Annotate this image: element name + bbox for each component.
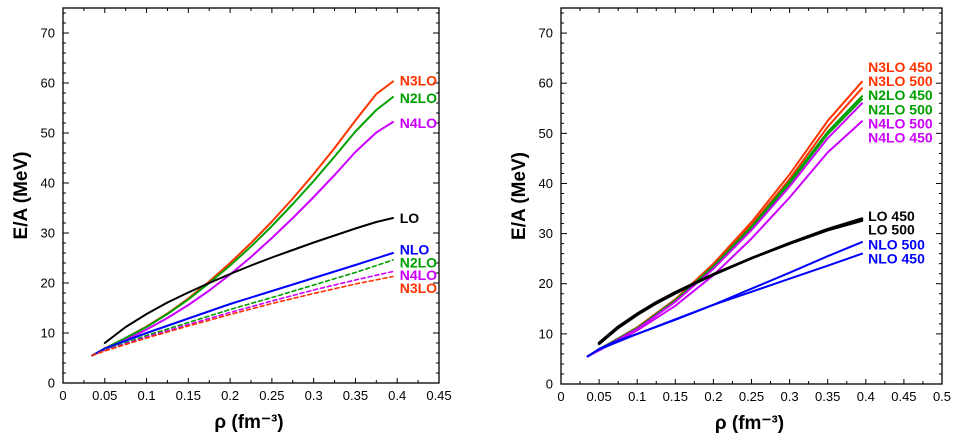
series-label: N3LO 500 <box>868 73 933 89</box>
plot-frame <box>560 7 943 385</box>
x-tick-label: 0 <box>59 388 66 403</box>
x-tick-label: 0.1 <box>628 389 646 404</box>
series-label: N4LO 500 <box>868 115 933 131</box>
series-line-n2lo <box>91 259 394 357</box>
series-label: N3LO 450 <box>868 59 933 75</box>
y-tick-label: 30 <box>41 226 55 241</box>
y-tick-label: 60 <box>539 76 553 91</box>
series-label: N4LO <box>400 267 437 283</box>
y-tick-label: 60 <box>41 76 55 91</box>
x-tick-label: 0.45 <box>891 389 916 404</box>
x-tick-label: 0.45 <box>426 388 451 403</box>
x-tick-label: 0.3 <box>305 388 323 403</box>
series-label: N2LO <box>400 255 437 271</box>
x-tick-label: 0.15 <box>176 388 201 403</box>
chart-panel-right: 0 0.05 0.1 0.15 0.2 0.25 0.3 0.35 0.4 0.45 0.5 0 10 2… <box>509 7 951 434</box>
series-label: N4LO <box>400 115 437 131</box>
series-label: LO 500 <box>868 222 915 238</box>
y-tick-label: 30 <box>539 226 553 241</box>
x-tick-label: 0.5 <box>933 389 951 404</box>
y-axis-title: E/A (MeV) <box>11 152 32 240</box>
series-line-n3lo <box>91 275 394 357</box>
x-tick-label: 0.35 <box>815 389 840 404</box>
series-line-nlo-500 <box>586 241 863 358</box>
y-tick-label: 10 <box>539 326 553 341</box>
x-tick-label: 0.2 <box>704 389 722 404</box>
series-label: LO <box>400 210 420 226</box>
series-group <box>91 80 394 357</box>
y-tick-label: 20 <box>41 276 55 291</box>
y-tick-label: 0 <box>546 377 553 392</box>
x-tick-label: 0.35 <box>343 388 368 403</box>
series-label: N2LO <box>400 90 437 106</box>
x-tick-label: 0.1 <box>138 388 156 403</box>
x-tick-label: 0.05 <box>92 388 117 403</box>
x-tick-label: 0 <box>557 389 564 404</box>
series-label: N4LO 450 <box>868 129 933 145</box>
x-tick-label: 0.2 <box>221 388 239 403</box>
series-line-nlo-450 <box>586 252 863 358</box>
series-line-lo-500 <box>597 219 864 345</box>
y-tick-label: 20 <box>539 276 553 291</box>
series-label: N3LO <box>400 280 437 296</box>
y-tick-label: 70 <box>539 26 553 41</box>
series-line-lo <box>103 217 394 344</box>
series-label: N2LO 500 <box>868 101 933 117</box>
plot-frame <box>62 7 440 384</box>
x-tick-label: 0.4 <box>857 389 875 404</box>
series-line-n3lo-500 <box>586 87 863 358</box>
x-tick-label: 0.4 <box>388 388 406 403</box>
series-label: N3LO <box>400 73 437 89</box>
series-line-n3lo-450 <box>586 80 863 358</box>
series-line-n4lo <box>91 270 394 357</box>
y-axis-title: E/A (MeV) <box>509 152 530 240</box>
series-label: LO 450 <box>868 208 915 224</box>
x-tick-label: 0.25 <box>259 388 284 403</box>
y-tick-label: 40 <box>41 176 55 191</box>
series-label: N2LO 450 <box>868 87 933 103</box>
x-tick-label: 0.05 <box>586 389 611 404</box>
x-axis-title: ρ (fm⁻³) <box>214 412 283 433</box>
x-tick-label: 0.25 <box>739 389 764 404</box>
series-line-n4lo <box>91 121 394 357</box>
series-line-n3lo <box>91 80 394 357</box>
series-label: NLO 450 <box>868 251 925 267</box>
y-tick-label: 50 <box>539 126 553 141</box>
x-tick-label: 0.15 <box>663 389 688 404</box>
y-tick-label: 10 <box>41 326 55 341</box>
series-line-n2lo <box>91 96 394 357</box>
series-label: NLO <box>400 242 430 258</box>
x-tick-label: 0.3 <box>781 389 799 404</box>
y-tick-label: 50 <box>41 126 55 141</box>
y-tick-label: 70 <box>41 26 55 41</box>
series-group <box>586 80 864 358</box>
y-tick-label: 40 <box>539 176 553 191</box>
y-tick-label: 0 <box>48 376 55 391</box>
series-line-nlo <box>91 252 394 357</box>
chart-panel-left: 0 0.05 0.1 0.15 0.2 0.25 0.3 0.35 0.4 0.45 0 10 20 30… <box>11 7 452 433</box>
x-axis-title: ρ (fm⁻³) <box>715 413 784 434</box>
series-label: NLO 500 <box>868 237 925 253</box>
